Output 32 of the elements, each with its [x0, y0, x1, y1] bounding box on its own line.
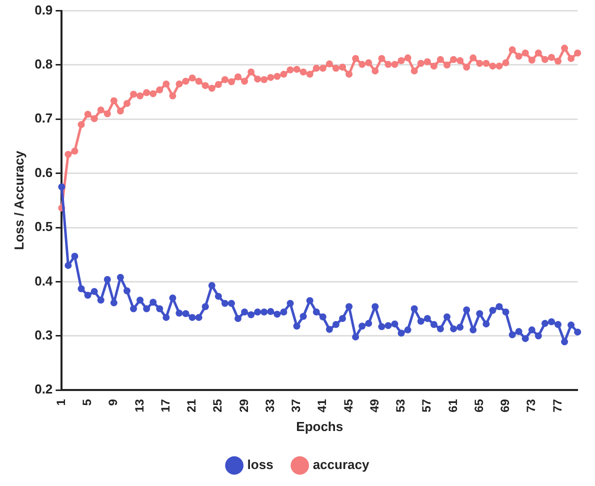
- x-tick-label: 41: [315, 398, 330, 412]
- y-axis-title: Loss / Accuracy: [11, 150, 26, 250]
- y-tick-label: 0.6: [34, 164, 53, 180]
- x-tick-label: 65: [472, 398, 486, 412]
- x-tick-label: 13: [132, 398, 146, 412]
- y-tick-label: 0.2: [34, 382, 53, 397]
- y-tick-label: 0.7: [34, 110, 53, 126]
- y-tick-label: 0.9: [34, 2, 53, 18]
- legend-label: loss: [247, 457, 274, 472]
- x-tick-label: 69: [498, 398, 512, 412]
- x-tick-label: 73: [524, 398, 538, 412]
- x-tick-label: 17: [158, 398, 172, 412]
- x-tick-label: 9: [106, 398, 120, 406]
- x-tick-label: 29: [236, 398, 251, 412]
- x-tick-label: 49: [367, 398, 382, 412]
- x-tick-label: 53: [394, 398, 408, 412]
- x-tick-label: 37: [289, 398, 304, 412]
- x-tick-label: 61: [446, 398, 460, 412]
- x-tick-label: 33: [262, 398, 277, 412]
- x-tick-label: 1: [54, 398, 68, 406]
- legend-label: accuracy: [312, 457, 370, 472]
- x-tick-label: 45: [341, 398, 356, 412]
- x-tick-label: 21: [184, 398, 199, 412]
- y-tick-label: 0.3: [34, 327, 53, 342]
- x-axis-title: Epochs: [296, 418, 344, 434]
- y-tick-label: 0.4: [34, 273, 54, 288]
- x-tick-label: 5: [80, 398, 94, 406]
- x-tick-label: 57: [420, 398, 434, 412]
- y-tick-label: 0.5: [34, 219, 53, 234]
- y-tick-label: 0.8: [34, 56, 53, 72]
- x-tick-label: 25: [210, 398, 225, 412]
- x-tick-label: 77: [550, 398, 564, 412]
